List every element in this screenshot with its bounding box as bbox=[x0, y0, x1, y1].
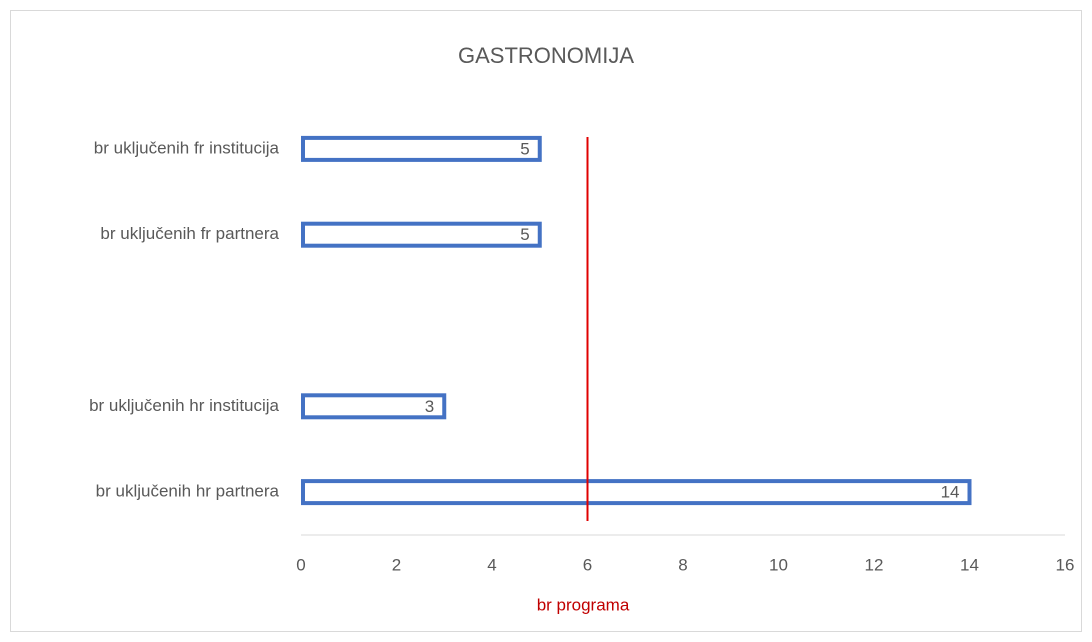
x-axis-title: br programa bbox=[537, 595, 630, 614]
y-tick-label: br uključenih hr institucija bbox=[89, 396, 279, 415]
chart-frame bbox=[10, 10, 1082, 632]
bar bbox=[301, 135, 542, 162]
x-tick-label: 12 bbox=[865, 555, 884, 574]
bar bbox=[301, 479, 972, 506]
x-tick-label: 0 bbox=[296, 555, 305, 574]
x-tick-label: 16 bbox=[1056, 555, 1075, 574]
bar bbox=[301, 221, 542, 248]
data-label: 3 bbox=[425, 397, 434, 416]
data-label: 14 bbox=[941, 483, 960, 502]
bar bbox=[301, 393, 447, 420]
data-label: 5 bbox=[520, 139, 529, 158]
data-label: 5 bbox=[520, 225, 529, 244]
x-tick-label: 10 bbox=[769, 555, 788, 574]
x-tick-label: 8 bbox=[678, 555, 687, 574]
y-tick-label: br uključenih fr institucija bbox=[94, 138, 280, 157]
x-tick-label: 2 bbox=[392, 555, 401, 574]
x-tick-label: 14 bbox=[960, 555, 979, 574]
x-tick-label: 6 bbox=[583, 555, 592, 574]
x-tick-label: 4 bbox=[487, 555, 496, 574]
chart-title: GASTRONOMIJA bbox=[458, 43, 634, 68]
y-tick-label: br uključenih hr partnera bbox=[96, 482, 280, 501]
y-tick-label: br uključenih fr partnera bbox=[100, 224, 279, 243]
